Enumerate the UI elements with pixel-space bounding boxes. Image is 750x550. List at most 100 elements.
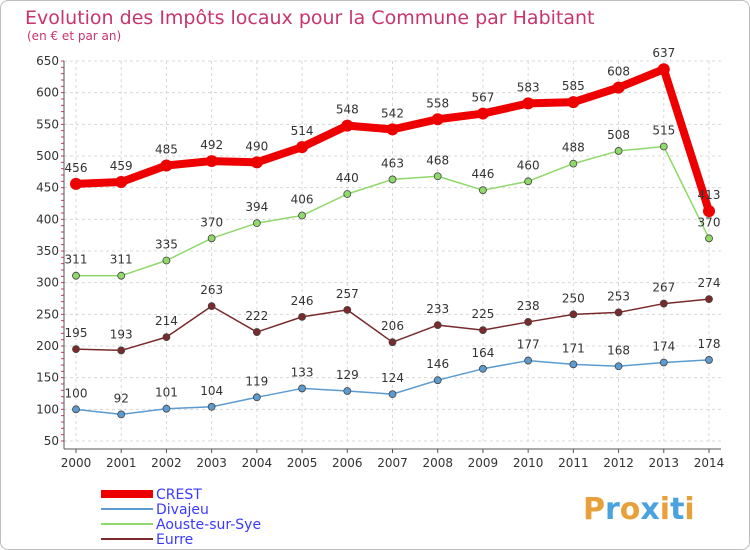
point-aouste-sur-sye (433, 172, 442, 181)
point-crest (160, 159, 173, 172)
data-label-crest: 548 (336, 103, 359, 117)
data-label-crest: 608 (607, 65, 630, 79)
point-crest (522, 97, 535, 110)
point-divajeu (298, 384, 306, 393)
data-label-eurre: 274 (698, 276, 721, 290)
point-crest (386, 123, 399, 136)
point-aouste-sur-sye (343, 190, 352, 198)
legend-label-eurre: Eurre (156, 532, 193, 548)
y-tick-label: 600 (36, 86, 59, 100)
point-divajeu (569, 360, 578, 369)
data-label-eurre: 195 (65, 326, 88, 340)
legend-label-crest: CREST (156, 487, 202, 503)
point-divajeu (479, 364, 487, 373)
data-label-crest: 456 (65, 161, 88, 175)
data-label-divajeu: 146 (426, 357, 449, 371)
data-label-divajeu: 177 (517, 338, 540, 352)
data-label-crest: 542 (381, 106, 404, 120)
point-divajeu (388, 390, 397, 399)
point-eurre (162, 333, 171, 342)
point-aouste-sur-sye (298, 211, 306, 220)
point-crest (115, 175, 128, 188)
legend-label-aouste-sur-sye: Aouste-sur-Sye (156, 517, 261, 533)
data-label-aouste-sur-sye: 370 (200, 215, 223, 229)
y-tick-label: 300 (36, 276, 59, 290)
data-label-eurre: 238 (517, 299, 540, 313)
data-label-divajeu: 164 (471, 346, 494, 360)
point-eurre (207, 302, 216, 311)
data-label-aouste-sur-sye: 370 (698, 215, 721, 229)
data-label-divajeu: 168 (607, 343, 630, 357)
data-label-eurre: 263 (200, 283, 223, 297)
point-divajeu (433, 376, 442, 385)
point-aouste-sur-sye (705, 234, 713, 243)
logo-letter: x (640, 492, 659, 527)
data-label-crest: 558 (426, 96, 449, 110)
point-divajeu (72, 405, 80, 414)
data-label-eurre: 206 (381, 319, 404, 333)
point-divajeu (252, 393, 261, 402)
chart-subtitle: (en € et par an) (27, 29, 121, 43)
x-tick-label: 2001 (106, 456, 137, 470)
logo-letter: i (660, 492, 670, 527)
data-label-aouste-sur-sye: 311 (110, 253, 133, 267)
y-tick-label: 400 (36, 212, 59, 226)
data-label-divajeu: 133 (291, 365, 314, 379)
y-tick-label: 650 (36, 54, 59, 68)
legend-label-divajeu: Divajeu (156, 502, 209, 518)
point-divajeu (659, 358, 668, 367)
data-label-divajeu: 178 (698, 337, 721, 351)
point-divajeu (207, 402, 216, 411)
point-eurre (524, 318, 533, 326)
point-eurre (117, 346, 126, 355)
x-tick-label: 2002 (151, 456, 182, 470)
logo-letter: i (684, 492, 694, 527)
point-divajeu (524, 356, 533, 365)
data-label-aouste-sur-sye: 463 (381, 156, 404, 170)
point-aouste-sur-sye (479, 186, 487, 195)
data-label-crest: 583 (517, 80, 540, 94)
logo-letter: P (583, 492, 605, 527)
logo-letter: t (670, 492, 684, 527)
point-eurre (569, 310, 578, 319)
data-label-crest: 490 (245, 139, 268, 153)
data-label-eurre: 214 (155, 314, 178, 328)
point-eurre (479, 326, 487, 335)
data-label-eurre: 233 (426, 302, 449, 316)
point-crest (657, 63, 670, 76)
x-tick-label: 2012 (603, 456, 634, 470)
point-aouste-sur-sye (72, 271, 80, 280)
series-lines (70, 63, 715, 419)
point-aouste-sur-sye (388, 175, 397, 184)
x-tick-label: 2014 (694, 456, 725, 470)
point-divajeu (117, 410, 126, 419)
proxiti-logo: Proxiti (583, 492, 695, 527)
data-label-aouste-sur-sye: 468 (426, 153, 449, 167)
logo-letter: r (605, 492, 620, 527)
data-label-eurre: 222 (245, 309, 268, 323)
data-label-crest: 567 (471, 91, 494, 105)
x-tick-label: 2007 (377, 456, 408, 470)
y-tick-label: 500 (36, 149, 59, 163)
point-aouste-sur-sye (207, 234, 216, 243)
data-label-crest: 485 (155, 143, 178, 157)
data-label-divajeu: 171 (562, 341, 585, 355)
point-eurre (343, 305, 352, 314)
point-eurre (705, 295, 713, 304)
y-tick-label: 50 (44, 434, 59, 448)
x-tick-label: 2003 (196, 456, 227, 470)
data-label-aouste-sur-sye: 440 (336, 171, 359, 185)
x-tick-label: 2013 (649, 456, 680, 470)
x-tick-label: 2000 (61, 456, 92, 470)
point-crest (205, 155, 218, 168)
axes: 50 100 150 200 250 300 350 400 450 500 550 600 650 20… (36, 54, 724, 470)
data-label-eurre: 267 (652, 281, 675, 295)
x-tick-label: 2008 (422, 456, 453, 470)
data-label-divajeu: 100 (65, 386, 88, 400)
data-label-crest: 514 (291, 124, 314, 138)
data-label-aouste-sur-sye: 508 (607, 128, 630, 142)
data-label-eurre: 193 (110, 327, 133, 341)
point-crest (341, 119, 354, 132)
point-aouste-sur-sye (659, 142, 668, 151)
point-crest (612, 81, 625, 94)
